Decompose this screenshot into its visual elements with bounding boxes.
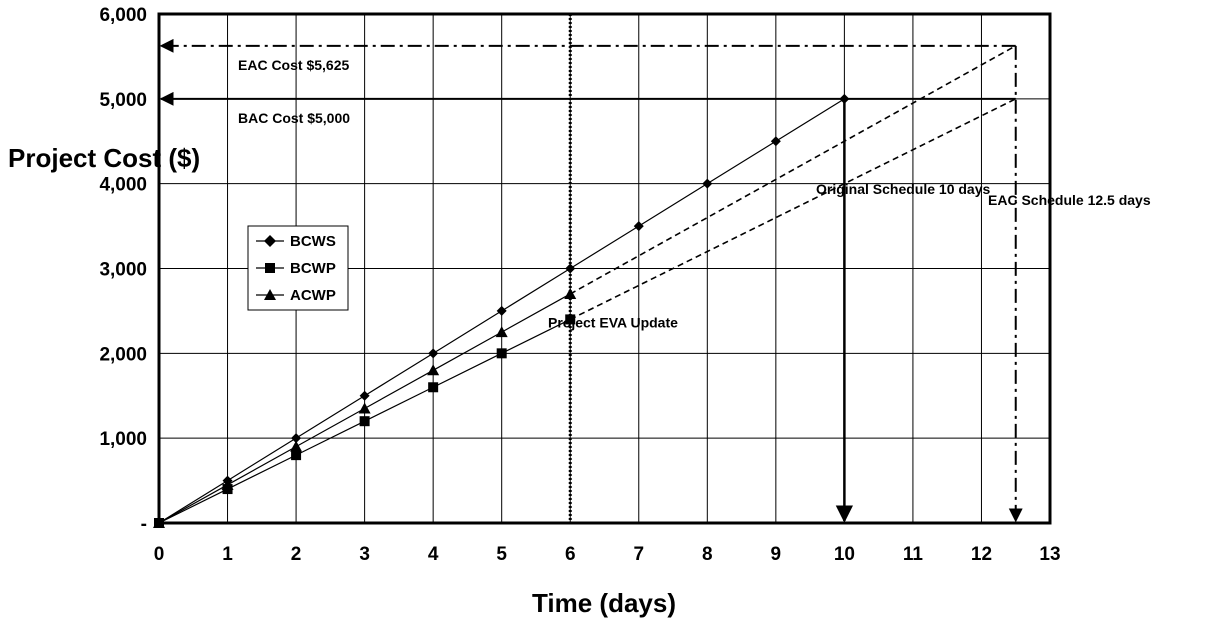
x-tick-label: 12: [971, 544, 992, 565]
data-point-triangle: [427, 364, 440, 376]
data-point-diamond: [633, 221, 644, 232]
x-tick-label: 11: [903, 544, 924, 565]
x-tick-label: 4: [428, 544, 439, 565]
data-point-diamond: [565, 263, 576, 274]
data-point-triangle: [358, 402, 371, 414]
data-point-triangle: [495, 326, 508, 338]
x-tick-label: 8: [702, 544, 713, 565]
data-point-diamond: [770, 136, 781, 147]
legend-square-marker: [265, 263, 275, 273]
y-tick-label: 6,000: [99, 5, 147, 26]
annotation-label: EAC Schedule 12.5 days: [988, 192, 1151, 208]
annotation-label: Original Schedule 10 days: [816, 181, 991, 197]
legend: BCWS BCWP ACWP: [247, 225, 349, 311]
legend-label-acwp: ACWP: [290, 287, 336, 304]
projection-line: [569, 98, 1017, 321]
y-tick-label: 3,000: [99, 260, 147, 281]
x-tick-label: 1: [222, 544, 233, 565]
annotations: EAC Cost $5,625 BAC Cost $5,000 Project EV…: [238, 57, 1151, 331]
data-point-diamond: [839, 93, 850, 104]
legend-entry-bcws: BCWS: [256, 233, 336, 250]
x-tick-label: 9: [771, 544, 782, 565]
y-tick-label: 1,000: [99, 429, 147, 450]
y-tick-label: 2,000: [99, 344, 147, 365]
data-point-triangle: [564, 287, 577, 299]
data-point-square: [565, 314, 576, 325]
data-point-square: [428, 382, 439, 393]
legend-label-bcwp: BCWP: [290, 260, 336, 277]
x-tick-label: 2: [291, 544, 302, 565]
annotation-label: BAC Cost $5,000: [238, 110, 350, 126]
x-tick-label: 7: [633, 544, 644, 565]
series-acwp: [153, 287, 577, 528]
data-point-square: [291, 450, 302, 461]
data-point-diamond: [428, 348, 439, 359]
annotation-label: Project EVA Update: [548, 314, 678, 330]
projection-lines: [569, 45, 1017, 321]
annotation-label: EAC Cost $5,625: [238, 57, 349, 73]
projection-line: [569, 45, 1017, 295]
legend-triangle-marker: [264, 289, 276, 300]
legend-diamond-marker: [264, 235, 276, 247]
data-point-diamond: [291, 433, 302, 444]
x-tick-label: 13: [1039, 544, 1060, 565]
tick-labels: 0 1 2 3 4 5 6 7 8 9 10 11 12 13-1,0002,0003,0004,0005…: [99, 5, 1060, 565]
reference-lines: [159, 14, 1023, 523]
x-tick-label: 0: [154, 544, 165, 565]
x-tick-label: 10: [834, 544, 855, 565]
data-point-diamond: [496, 305, 507, 316]
data-point-diamond: [359, 390, 370, 401]
legend-label-bcws: BCWS: [290, 233, 336, 250]
y-tick-label: 5,000: [99, 90, 147, 111]
x-tick-label: 3: [359, 544, 370, 565]
legend-entry-bcwp: BCWP: [256, 260, 336, 277]
plot-frame: [157, 12, 1052, 525]
x-tick-label: 6: [565, 544, 576, 565]
data-point-triangle: [221, 478, 234, 490]
x-axis-label: Time (days): [532, 588, 676, 618]
y-tick-label: -: [141, 514, 147, 535]
x-tick-label: 5: [496, 544, 507, 565]
y-axis-label: Project Cost ($): [8, 143, 200, 173]
legend-entry-acwp: ACWP: [256, 287, 336, 304]
data-point-square: [359, 416, 370, 427]
data-point-diamond: [702, 178, 713, 189]
data-point-square: [496, 348, 507, 359]
y-tick-label: 4,000: [99, 175, 147, 196]
data-point-triangle: [290, 440, 303, 452]
